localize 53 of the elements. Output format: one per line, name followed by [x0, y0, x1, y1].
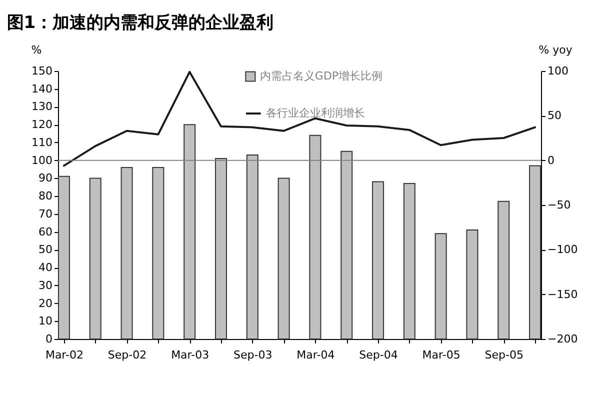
x-tick-label: Mar-03 [171, 348, 210, 362]
y2-tick-label: 0 [548, 154, 554, 167]
y-tick-label: 50 [38, 243, 52, 256]
line-series [62, 70, 536, 167]
bar [152, 166, 164, 340]
y-tick-label: 0 [46, 332, 52, 346]
y-tick-label: 130 [32, 100, 52, 114]
bar [529, 165, 542, 340]
y-tick-label: 20 [38, 296, 52, 310]
y-axis-title: % [31, 44, 42, 56]
bar [278, 178, 290, 340]
y2-tick-label: −200 [548, 332, 578, 346]
y2-tick-label: 50 [548, 109, 562, 122]
y-tick-label: 30 [38, 278, 52, 292]
x-tick-label: Mar-02 [45, 348, 84, 362]
x-tick-label: Sep-03 [234, 348, 272, 362]
x-tick-label: Sep-05 [484, 348, 524, 362]
bar [120, 166, 133, 340]
y-tick-label: 140 [32, 82, 52, 96]
y-tick-label: 90 [38, 172, 52, 185]
y2-tick-label: −100 [548, 243, 578, 256]
x-tick-label: Sep-02 [108, 348, 147, 362]
bar [184, 124, 196, 340]
y-tick-label: 80 [38, 190, 52, 203]
y-tick-label: 120 [32, 118, 52, 132]
legend-label: 内需占名义GDP增长比例 [260, 70, 383, 82]
x-tick-label: Mar-04 [296, 348, 335, 362]
y-tick-label: 60 [38, 225, 52, 238]
bar [58, 176, 70, 340]
bar [372, 181, 384, 340]
chart-title: 图1：加速的内需和反弹的企业盈利 [6, 13, 274, 33]
bar [214, 158, 227, 340]
y2-tick-label: −150 [548, 288, 578, 301]
bar [403, 183, 416, 340]
y-tick-label: 150 [32, 64, 52, 78]
y-tick-label: 70 [38, 207, 52, 220]
y-tick-label: 100 [32, 154, 52, 167]
y-tick-label: 10 [38, 314, 52, 328]
bar [434, 233, 447, 340]
x-tick-label: Sep-04 [359, 348, 398, 362]
y2-tick-label: −50 [548, 198, 571, 212]
bar [466, 230, 478, 340]
bar [246, 154, 258, 340]
bar [498, 200, 510, 340]
bar [89, 178, 102, 340]
bar [309, 134, 322, 340]
y-tick-label: 110 [32, 136, 52, 149]
y2-tick-label: 100 [548, 64, 568, 78]
legend-label: 各行业企业利润增长 [266, 106, 365, 120]
bar [340, 150, 353, 340]
x-tick-label: Mar-05 [422, 348, 460, 362]
y-tick-label: 40 [38, 261, 52, 274]
y2-axis-title: % yoy [538, 44, 573, 56]
